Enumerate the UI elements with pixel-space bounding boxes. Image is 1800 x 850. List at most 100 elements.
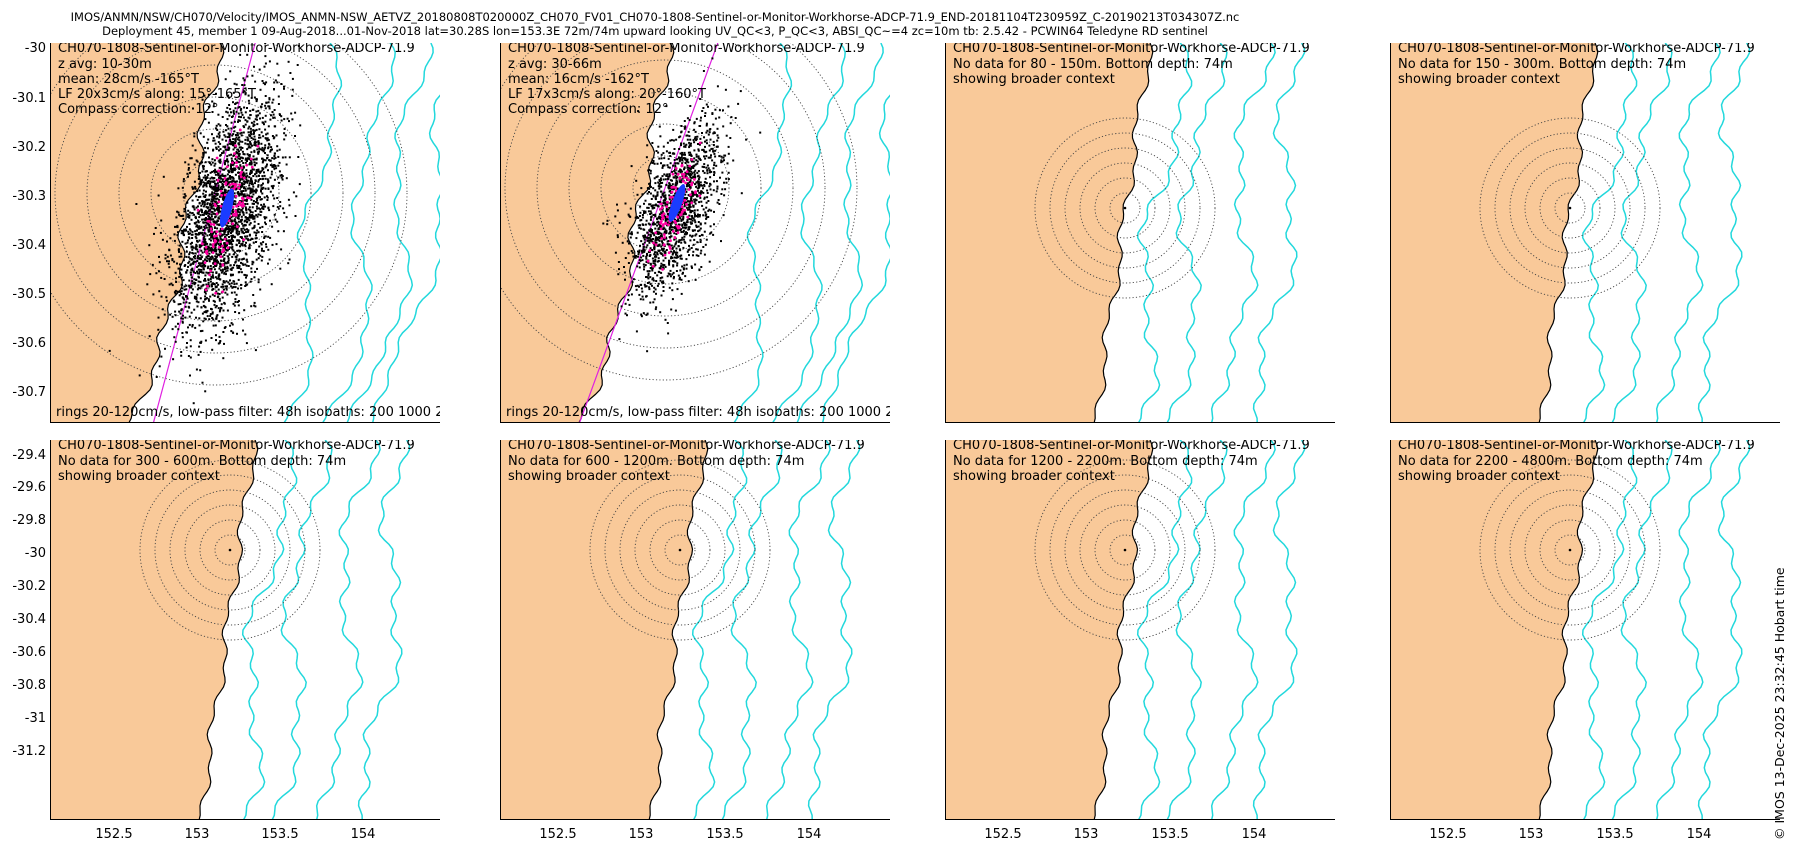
- scatter-point: [174, 314, 177, 317]
- scatter-point: [217, 295, 220, 298]
- scatter-point: [223, 258, 226, 261]
- scatter-point: [628, 215, 631, 218]
- scatter-point: [217, 187, 220, 190]
- scatter-point: [234, 173, 237, 176]
- lowpass-point: [698, 194, 702, 198]
- scatter-point: [243, 126, 246, 129]
- scatter-point: [243, 106, 246, 109]
- scatter-point: [697, 170, 700, 173]
- scatter-point: [647, 261, 650, 264]
- scatter-point: [220, 243, 223, 246]
- scatter-point: [654, 189, 657, 192]
- scatter-point: [674, 164, 677, 167]
- map-plot: [1390, 43, 1780, 423]
- scatter-point: [211, 312, 214, 315]
- scatter-point: [204, 265, 207, 267]
- scatter-point: [641, 295, 644, 298]
- scatter-point: [194, 187, 197, 190]
- scatter-point: [674, 168, 676, 171]
- scatter-point: [206, 176, 209, 179]
- scatter-point: [192, 402, 195, 405]
- speed-ring: [1539, 177, 1601, 239]
- scatter-point: [696, 194, 699, 197]
- scatter-point: [217, 113, 220, 116]
- scatter-point: [187, 168, 190, 171]
- scatter-point: [688, 203, 691, 206]
- scatter-point: [235, 243, 238, 246]
- scatter-point: [692, 139, 695, 142]
- scatter-point: [675, 253, 677, 256]
- scatter-point: [252, 133, 255, 135]
- scatter-point: [220, 253, 222, 256]
- scatter-point: [232, 228, 235, 231]
- scatter-point: [254, 349, 257, 352]
- scatter-point: [213, 192, 216, 195]
- scatter-point: [240, 111, 243, 114]
- scatter-point: [233, 283, 236, 286]
- scatter-point: [264, 205, 267, 208]
- scatter-point: [218, 179, 221, 182]
- lowpass-point: [676, 231, 680, 235]
- scatter-point: [187, 236, 190, 239]
- scatter-point: [249, 162, 251, 165]
- scatter-point: [678, 276, 681, 279]
- scatter-point: [220, 192, 223, 195]
- scatter-point: [638, 224, 641, 227]
- scatter-point: [283, 211, 286, 214]
- scatter-point: [725, 177, 728, 180]
- scatter-point: [243, 79, 246, 82]
- scatter-point: [614, 251, 617, 254]
- scatter-point: [620, 305, 623, 308]
- scatter-point: [672, 264, 675, 267]
- scatter-point: [657, 151, 660, 154]
- scatter-point: [704, 214, 707, 217]
- scatter-point: [657, 257, 660, 260]
- scatter-point: [686, 117, 689, 120]
- scatter-point: [244, 199, 247, 202]
- scatter-point: [200, 340, 203, 343]
- scatter-point: [217, 145, 220, 148]
- scatter-point: [264, 166, 267, 169]
- scatter-point: [227, 146, 230, 149]
- lowpass-point: [225, 241, 229, 245]
- scatter-point: [690, 247, 693, 249]
- scatter-point: [195, 206, 198, 209]
- scatter-point: [212, 318, 215, 321]
- scatter-point: [642, 312, 645, 315]
- scatter-point: [232, 176, 235, 179]
- scatter-point: [273, 116, 276, 119]
- scatter-point: [655, 195, 657, 198]
- scatter-point: [686, 221, 689, 224]
- scatter-point: [244, 119, 247, 122]
- scatter-point: [207, 212, 210, 215]
- speed-ring: [86, 64, 344, 322]
- scatter-point: [642, 298, 645, 301]
- scatter-point: [211, 161, 214, 164]
- scatter-point: [224, 270, 227, 273]
- scatter-point: [698, 229, 701, 232]
- map-plot: [500, 440, 890, 820]
- scatter-point: [184, 194, 187, 197]
- scatter-point: [237, 287, 239, 290]
- scatter-point: [275, 243, 278, 246]
- lowpass-point: [667, 251, 671, 255]
- scatter-point: [186, 225, 188, 228]
- scatter-point: [271, 164, 274, 167]
- scatter-point: [232, 286, 235, 288]
- scatter-point: [242, 318, 244, 321]
- scatter-point: [661, 242, 664, 245]
- scatter-point: [679, 135, 682, 138]
- scatter-point: [204, 298, 206, 301]
- scatter-point: [213, 250, 216, 253]
- scatter-point: [688, 170, 691, 173]
- scatter-point: [246, 235, 249, 238]
- scatter-point: [677, 245, 680, 247]
- scatter-point: [693, 209, 696, 212]
- scatter-point: [245, 237, 248, 240]
- scatter-point: [216, 129, 219, 131]
- scatter-point: [672, 188, 675, 191]
- scatter-point: [241, 231, 244, 234]
- scatter-point: [259, 178, 262, 180]
- scatter-point: [704, 211, 707, 214]
- scatter-point: [698, 191, 701, 194]
